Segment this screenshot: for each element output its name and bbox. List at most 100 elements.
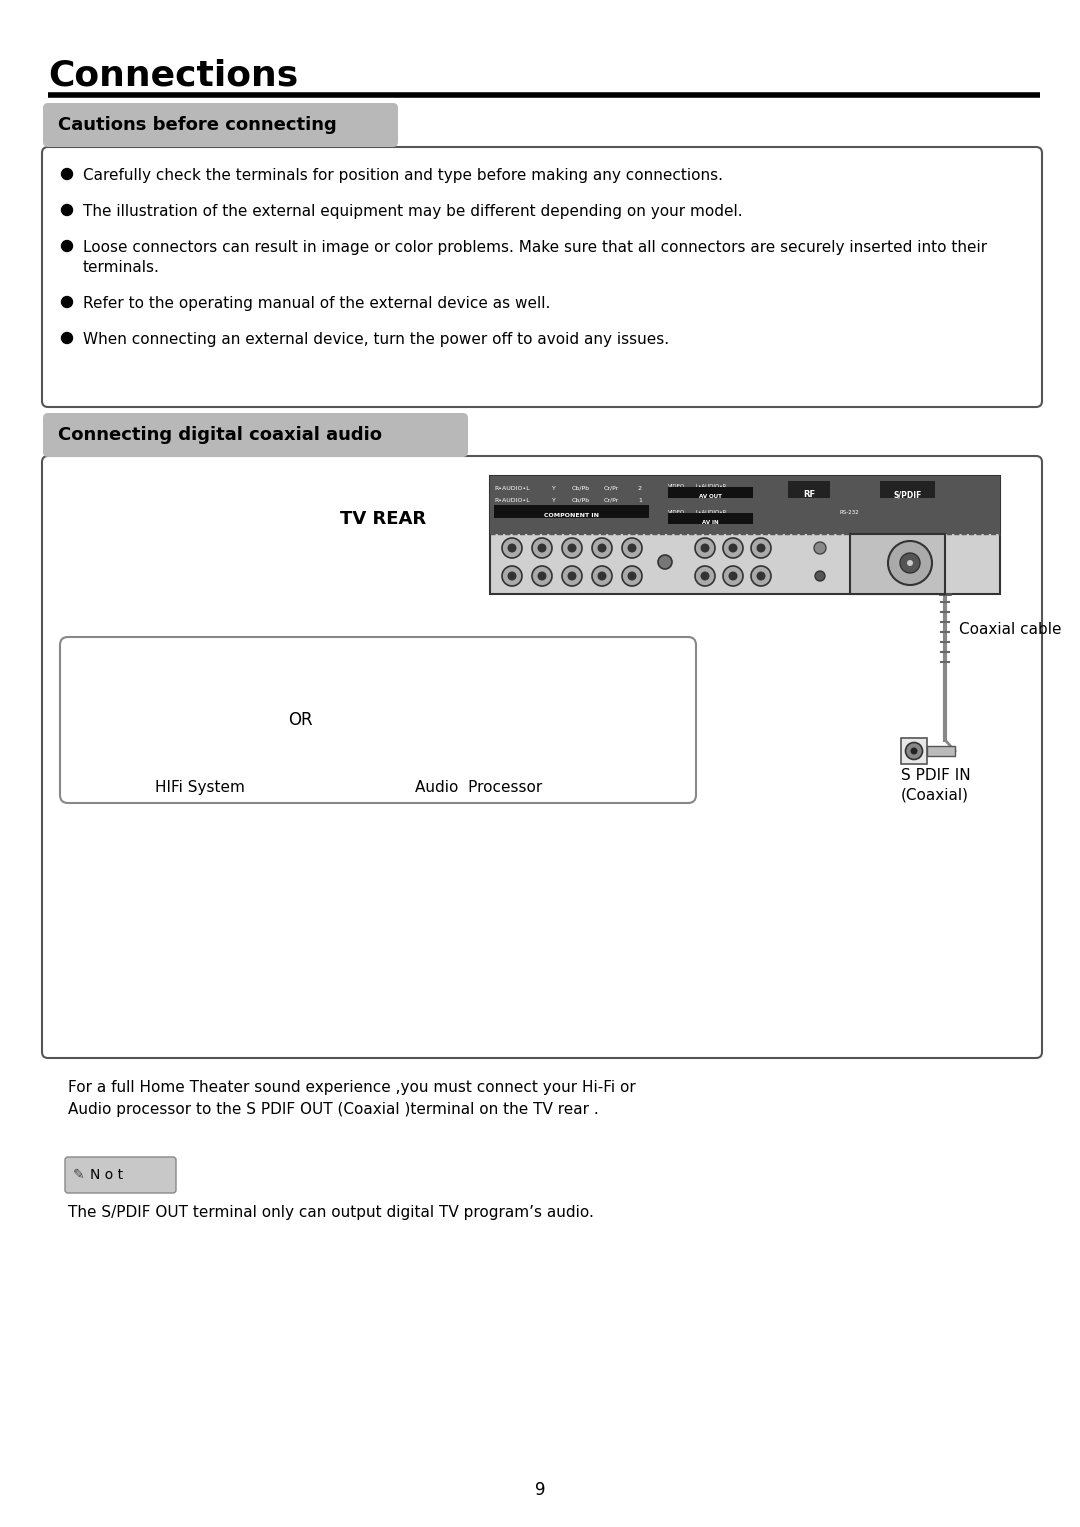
FancyBboxPatch shape bbox=[60, 637, 696, 803]
FancyBboxPatch shape bbox=[43, 102, 399, 147]
Circle shape bbox=[62, 333, 72, 344]
Circle shape bbox=[910, 748, 918, 754]
Bar bbox=[490, 476, 1000, 594]
Circle shape bbox=[756, 571, 766, 580]
Text: Connections: Connections bbox=[48, 58, 298, 92]
Text: OR: OR bbox=[287, 712, 312, 728]
Circle shape bbox=[814, 542, 826, 554]
Text: L•AUDIO•R: L•AUDIO•R bbox=[696, 484, 727, 489]
Text: S PDIF IN
(Coaxial): S PDIF IN (Coaxial) bbox=[901, 768, 971, 803]
Circle shape bbox=[597, 544, 607, 553]
Text: TV REAR: TV REAR bbox=[340, 510, 427, 528]
Text: RF: RF bbox=[802, 490, 815, 499]
Text: Y: Y bbox=[552, 498, 556, 502]
Circle shape bbox=[62, 240, 72, 252]
Circle shape bbox=[815, 571, 825, 580]
Circle shape bbox=[592, 567, 612, 586]
Bar bbox=[880, 481, 935, 498]
Circle shape bbox=[62, 168, 72, 180]
Text: R•AUDIO•L: R•AUDIO•L bbox=[494, 486, 530, 492]
Circle shape bbox=[751, 567, 771, 586]
Bar bbox=[850, 534, 945, 594]
Circle shape bbox=[729, 571, 738, 580]
Text: VIDEO: VIDEO bbox=[669, 484, 685, 489]
Text: N o t: N o t bbox=[90, 1168, 123, 1182]
Circle shape bbox=[597, 571, 607, 580]
Bar bbox=[669, 513, 753, 524]
Text: Carefully check the terminals for position and type before making any connection: Carefully check the terminals for positi… bbox=[83, 168, 723, 183]
Circle shape bbox=[502, 567, 522, 586]
Circle shape bbox=[532, 567, 552, 586]
Text: VIDEO: VIDEO bbox=[669, 510, 685, 515]
Text: Coaxial cable: Coaxial cable bbox=[959, 623, 1062, 637]
FancyBboxPatch shape bbox=[42, 147, 1042, 408]
Circle shape bbox=[562, 567, 582, 586]
Text: The illustration of the external equipment may be different depending on your mo: The illustration of the external equipme… bbox=[83, 205, 743, 218]
Circle shape bbox=[907, 560, 913, 567]
Text: Cb/Pb: Cb/Pb bbox=[572, 498, 590, 502]
Bar bbox=[901, 738, 927, 764]
Text: RS-232: RS-232 bbox=[840, 510, 860, 515]
Circle shape bbox=[701, 544, 710, 553]
Circle shape bbox=[508, 571, 516, 580]
Bar bbox=[669, 487, 753, 498]
FancyBboxPatch shape bbox=[42, 457, 1042, 1058]
Text: The S/PDIF OUT terminal only can output digital TV program’s audio.: The S/PDIF OUT terminal only can output … bbox=[68, 1205, 594, 1220]
Circle shape bbox=[532, 538, 552, 557]
Circle shape bbox=[696, 567, 715, 586]
Bar bbox=[788, 481, 831, 498]
Text: Loose connectors can result in image or color problems. Make sure that all conne: Loose connectors can result in image or … bbox=[83, 240, 987, 275]
FancyBboxPatch shape bbox=[65, 1157, 176, 1193]
Text: When connecting an external device, turn the power off to avoid any issues.: When connecting an external device, turn… bbox=[83, 331, 670, 347]
Circle shape bbox=[567, 571, 577, 580]
Circle shape bbox=[888, 541, 932, 585]
Text: 9: 9 bbox=[535, 1481, 545, 1500]
Bar bbox=[494, 505, 649, 518]
Circle shape bbox=[900, 553, 920, 573]
Circle shape bbox=[562, 538, 582, 557]
Circle shape bbox=[592, 538, 612, 557]
Circle shape bbox=[508, 544, 516, 553]
Circle shape bbox=[627, 544, 636, 553]
Bar bbox=[927, 747, 955, 756]
Text: Connecting digital coaxial audio: Connecting digital coaxial audio bbox=[58, 426, 382, 444]
Text: 1: 1 bbox=[638, 498, 642, 502]
Text: Cr/Pr: Cr/Pr bbox=[604, 486, 619, 492]
Circle shape bbox=[627, 571, 636, 580]
Text: L•AUDIO•R: L•AUDIO•R bbox=[696, 510, 727, 515]
Circle shape bbox=[622, 567, 642, 586]
Circle shape bbox=[622, 538, 642, 557]
Text: Refer to the operating manual of the external device as well.: Refer to the operating manual of the ext… bbox=[83, 296, 551, 312]
Circle shape bbox=[729, 544, 738, 553]
Circle shape bbox=[723, 538, 743, 557]
Circle shape bbox=[538, 544, 546, 553]
Text: Y: Y bbox=[552, 486, 556, 492]
Circle shape bbox=[696, 538, 715, 557]
Text: 2: 2 bbox=[638, 486, 642, 492]
Text: ✎: ✎ bbox=[73, 1168, 84, 1182]
Text: AV IN: AV IN bbox=[702, 521, 718, 525]
Text: Audio  Processor: Audio Processor bbox=[415, 780, 542, 796]
Text: Cautions before connecting: Cautions before connecting bbox=[58, 116, 337, 134]
FancyBboxPatch shape bbox=[43, 412, 468, 457]
Circle shape bbox=[756, 544, 766, 553]
Text: For a full Home Theater sound experience ,you must connect your Hi-Fi or
Audio p: For a full Home Theater sound experience… bbox=[68, 1080, 636, 1116]
Circle shape bbox=[62, 296, 72, 307]
Circle shape bbox=[905, 742, 922, 759]
Circle shape bbox=[658, 554, 672, 570]
Bar bbox=[490, 476, 1000, 534]
Circle shape bbox=[62, 205, 72, 215]
Circle shape bbox=[751, 538, 771, 557]
Circle shape bbox=[538, 571, 546, 580]
Circle shape bbox=[723, 567, 743, 586]
Text: Cr/Pr: Cr/Pr bbox=[604, 498, 619, 502]
Text: AV OUT: AV OUT bbox=[699, 495, 721, 499]
Text: HIFi System: HIFi System bbox=[156, 780, 245, 796]
Text: Cb/Pb: Cb/Pb bbox=[572, 486, 590, 492]
Circle shape bbox=[701, 571, 710, 580]
Circle shape bbox=[567, 544, 577, 553]
Text: COMPONENT IN: COMPONENT IN bbox=[544, 513, 599, 518]
Circle shape bbox=[502, 538, 522, 557]
Text: S/PDIF: S/PDIF bbox=[894, 490, 922, 499]
Text: R•AUDIO•L: R•AUDIO•L bbox=[494, 498, 530, 502]
